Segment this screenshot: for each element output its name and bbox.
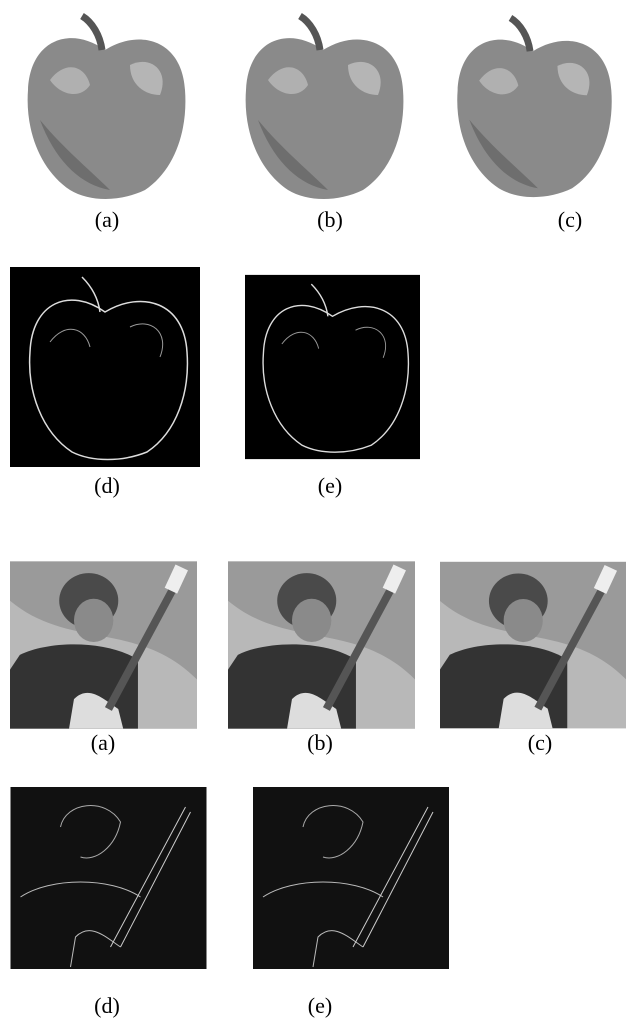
image-panel <box>10 787 207 969</box>
image-panel <box>253 787 449 969</box>
panel-label: (d) <box>94 993 120 1018</box>
panel-label: (c) <box>558 207 582 232</box>
panel-label: (b) <box>317 207 343 232</box>
image-panel <box>28 16 186 199</box>
panel-label: (a) <box>91 730 115 755</box>
image-panel <box>10 561 197 728</box>
panel-label: (a) <box>95 207 119 232</box>
image-panel <box>246 16 404 199</box>
image-panel <box>457 18 611 197</box>
image-panel <box>245 274 420 460</box>
panel-label: (b) <box>307 730 333 755</box>
image-panel <box>228 561 415 728</box>
panel-label: (d) <box>94 473 120 498</box>
image-panel <box>10 267 200 467</box>
panel-label: (c) <box>528 730 552 755</box>
panel-label: (e) <box>318 473 342 498</box>
panel-label: (e) <box>308 993 332 1018</box>
image-panel <box>440 562 626 728</box>
